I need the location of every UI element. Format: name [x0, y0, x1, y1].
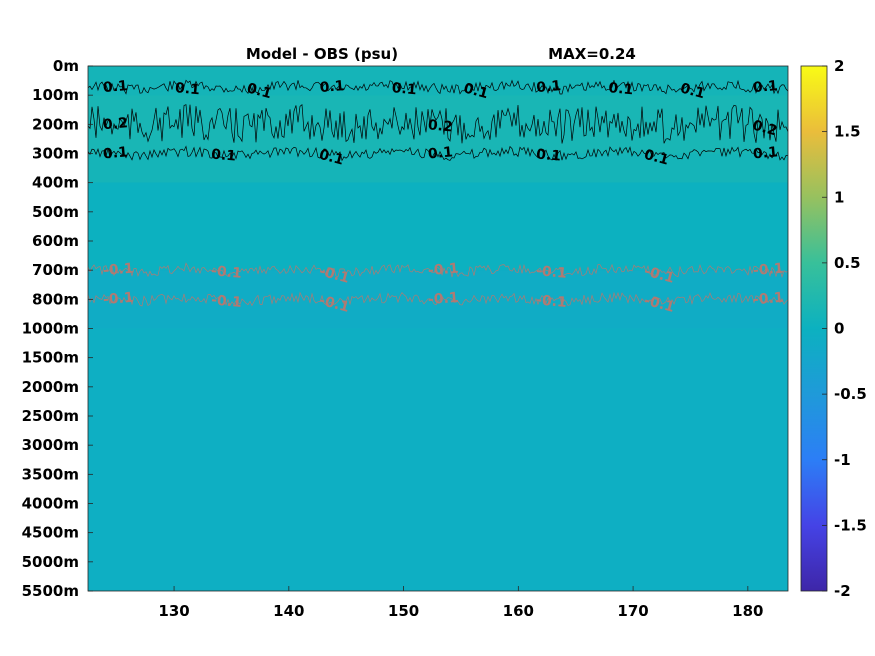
colorbar-tick-label: 2	[834, 57, 844, 75]
y-tick-label: 5500m	[22, 582, 79, 600]
contour-label: 0.1	[752, 78, 778, 96]
y-tick-label: 300m	[32, 145, 79, 163]
contour-label: 0.1	[317, 147, 345, 169]
contour-label: 0.1	[427, 144, 453, 162]
x-tick-label: 150	[388, 602, 419, 620]
contour-label: 0.1	[642, 147, 670, 169]
contour-label: 0.2	[751, 118, 779, 140]
contour-label: 0.1	[245, 80, 273, 102]
y-tick-label: 400m	[32, 174, 79, 192]
contour-label: 0.1	[174, 80, 200, 98]
x-tick-label: 180	[732, 602, 763, 620]
y-tick-label: 1500m	[22, 349, 79, 367]
contour-label: -0.1	[752, 290, 784, 309]
contour-lines	[88, 79, 788, 308]
contour-label: -0.1	[642, 293, 676, 316]
contour-label: -0.1	[211, 292, 243, 311]
y-tick-label: 700m	[32, 261, 79, 279]
colorbar-tick-label: -2	[834, 582, 851, 600]
contour-label: -0.1	[427, 261, 459, 280]
contour-labels: 0.1 0.1 0.1 0.1 0.1 0.1 0.1 0.1 0.1 0.1 0.2 0.2 0.2 0…	[102, 78, 784, 316]
contour-label: 0.2	[427, 117, 453, 135]
heatmap-band	[88, 182, 788, 271]
x-tick-label: 170	[617, 602, 648, 620]
contour-label: -0.1	[427, 290, 459, 309]
x-tick-label: 140	[273, 602, 304, 620]
y-tick-label: 4000m	[22, 495, 79, 513]
heatmap-band	[88, 153, 788, 183]
contour-label: -0.1	[211, 263, 243, 282]
contour-line	[88, 291, 788, 308]
contour-label: 0.1	[752, 144, 778, 162]
contour-label: 0.1	[319, 78, 345, 96]
colorbar-tick-label: 0	[834, 320, 844, 338]
contour-label: -0.1	[317, 293, 351, 316]
y-tick-label: 800m	[32, 290, 79, 308]
colorbar-tick-label: 0.5	[834, 254, 861, 272]
colorbar: 2 1.5 1 0.5 0 -0.5 -1 -1.5 -2	[800, 57, 867, 600]
y-tick-label: 3000m	[22, 436, 79, 454]
contour-label: 0.1	[102, 144, 128, 162]
contour-label: 0.1	[536, 78, 562, 96]
heatmap-band	[88, 328, 788, 591]
contour-label: -0.1	[536, 292, 568, 311]
x-tick-label: 160	[503, 602, 534, 620]
y-tick-label: 600m	[32, 232, 79, 250]
contour-label: 0.1	[608, 80, 634, 98]
y-tick-label: 5000m	[22, 553, 79, 571]
contour-label: -0.1	[102, 290, 134, 309]
y-axis: 0m 100m 200m 300m 400m 500m 600m 700m 800m 1000m 1…	[22, 57, 93, 600]
heatmap-plot-area: 0.1 0.1 0.1 0.1 0.1 0.1 0.1 0.1 0.1 0.1 0.2 0.2 0.2 0…	[88, 66, 788, 591]
heatmap-bands	[88, 66, 788, 591]
heatmap-band	[88, 95, 788, 154]
x-axis: 130 140 150 160 170 180	[158, 586, 763, 620]
contour-label: -0.1	[536, 263, 568, 282]
heatmap-band	[88, 66, 788, 96]
contour-label: -0.1	[752, 261, 784, 280]
contour-label: 0.1	[211, 147, 237, 165]
chart-max-label: MAX=0.24	[548, 45, 636, 63]
contour-label: 0.1	[536, 147, 562, 165]
contour-line	[88, 79, 788, 95]
colorbar-tick-label: 1	[834, 188, 844, 206]
contour-label: -0.1	[102, 261, 134, 280]
contour-label: 0.1	[102, 78, 128, 96]
contour-label: 0.1	[678, 80, 706, 102]
contour-label: 0.2	[102, 115, 128, 133]
colorbar-tick-label: -1.5	[834, 516, 867, 534]
y-tick-label: 2000m	[22, 378, 79, 396]
y-tick-label: 200m	[32, 115, 79, 133]
y-tick-label: 3500m	[22, 465, 79, 483]
contour-label: -0.1	[642, 263, 676, 286]
y-tick-label: 500m	[32, 203, 79, 221]
contour-label: 0.1	[462, 80, 490, 102]
chart-title: Model - OBS (psu)	[246, 45, 398, 63]
y-tick-label: 100m	[32, 86, 79, 104]
contour-line	[88, 145, 788, 162]
contour-line	[88, 262, 788, 278]
contour-label: 0.1	[391, 80, 417, 98]
y-tick-label: 2500m	[22, 407, 79, 425]
colorbar-ticks: 2 1.5 1 0.5 0 -0.5 -1 -1.5 -2	[822, 57, 867, 600]
y-tick-label: 0m	[53, 57, 79, 75]
colorbar-tick-label: -0.5	[834, 385, 867, 403]
x-tick-label: 130	[158, 602, 189, 620]
contour-label: -0.1	[317, 263, 351, 286]
colorbar-tick-label: 1.5	[834, 123, 861, 141]
y-tick-label: 4500m	[22, 524, 79, 542]
colorbar-tick-label: -1	[834, 451, 851, 469]
y-tick-label: 1000m	[22, 320, 79, 338]
contour-line	[88, 104, 788, 144]
